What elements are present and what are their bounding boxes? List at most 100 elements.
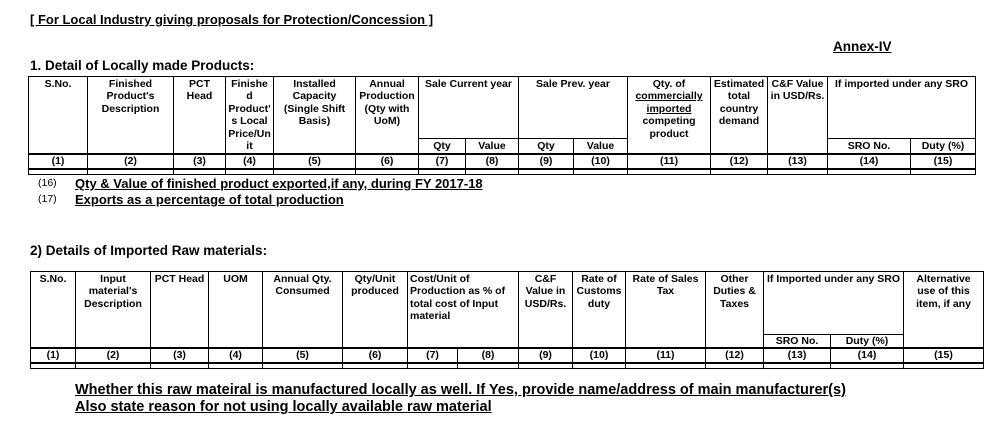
t1-blank-cell xyxy=(87,168,174,176)
t2-col-number: (10) xyxy=(572,347,626,364)
t1-blank-cell xyxy=(627,168,712,176)
t1-subheader-qty-prev: Qty xyxy=(518,137,574,155)
t1-blank-cell xyxy=(28,168,88,176)
t1-col-number: (10) xyxy=(572,153,629,170)
t1-col-number: (15) xyxy=(910,153,977,170)
t1-blank-cell xyxy=(710,168,769,176)
imported-raw-materials-table: S.No. Input material's Description PCT H… xyxy=(30,271,985,370)
t1-blank-cell xyxy=(572,168,629,176)
t2-header-pct-head: PCT Head xyxy=(150,271,209,349)
t1-blank-cell xyxy=(273,168,356,176)
t2-col-number: (8) xyxy=(457,347,519,364)
t2-col-number: (6) xyxy=(342,347,408,364)
t1-blank-cell xyxy=(827,168,912,176)
t1-header-sale-prev-year: Sale Prev. year xyxy=(517,76,629,139)
t2-blank-cell xyxy=(262,362,343,370)
t1-subheader-value-current: Value xyxy=(465,137,519,155)
t1-header-sro: If imported under any SRO xyxy=(827,76,977,139)
t2-blank-cell xyxy=(75,362,151,370)
t2-col-number: (15) xyxy=(903,347,985,364)
t2-blank-cell xyxy=(829,362,905,370)
t1-header-annual-production: Annual Production (Qty with UoM) xyxy=(355,76,419,155)
t1-header-country-demand: Estimated total country demand xyxy=(710,76,769,155)
note-16-number: (16) xyxy=(38,177,57,189)
t2-header-sro: If Imported under any SRO xyxy=(762,271,905,335)
t2-blank-cell xyxy=(572,362,626,370)
t1-col-number: (14) xyxy=(827,153,912,170)
t1-col-number: (4) xyxy=(225,153,274,170)
t2-col-number: (5) xyxy=(262,347,343,364)
t2-blank-cell xyxy=(342,362,408,370)
t1-header-qty-imported-line4: competing product xyxy=(642,115,696,140)
t1-header-cf-value: C&F Value in USD/Rs. xyxy=(767,76,829,155)
t2-blank-cell xyxy=(407,362,458,370)
t1-col-number: (7) xyxy=(418,153,466,170)
locally-made-products-table: S.No. Finished Product's Description PCT… xyxy=(28,76,977,176)
t2-blank-cell xyxy=(457,362,519,370)
t1-header-local-price: Finished Product's Local Price/Unit xyxy=(225,76,274,155)
t1-blank-cell xyxy=(173,168,226,176)
note-16-text: Qty & Value of finished product exported… xyxy=(75,176,483,191)
t1-header-pct-head: PCT Head xyxy=(173,76,226,155)
document-title: [ For Local Industry giving proposals fo… xyxy=(30,12,434,27)
section1-heading: 1. Detail of Locally made Products: xyxy=(30,58,255,73)
t1-col-number: (5) xyxy=(273,153,356,170)
t1-col-number: (9) xyxy=(518,153,574,170)
t1-subheader-duty: Duty (%) xyxy=(910,137,977,155)
t1-header-installed-capacity: Installed Capacity (Single Shift Basis) xyxy=(273,76,356,155)
t1-header-qty-imported-line3: imported xyxy=(646,102,692,115)
t2-col-number: (3) xyxy=(150,347,209,364)
section2-heading: 2) Details of Imported Raw materials: xyxy=(30,243,268,258)
t2-subheader-sro-no: SRO No. xyxy=(763,334,831,349)
t1-col-number: (13) xyxy=(767,153,829,170)
t1-header-description: Finished Product's Description xyxy=(87,76,174,155)
t1-header-sale-current-year: Sale Current year xyxy=(418,76,519,139)
t1-col-number: (1) xyxy=(28,153,88,170)
t2-col-number: (11) xyxy=(625,347,706,364)
t1-blank-cell xyxy=(355,168,419,176)
t2-col-number: (9) xyxy=(518,347,573,364)
t2-col-number: (13) xyxy=(763,347,831,364)
t1-blank-cell xyxy=(767,168,829,176)
t2-header-annual-qty-consumed: Annual Qty. Consumed xyxy=(262,271,343,349)
t1-blank-cell xyxy=(418,168,466,176)
t2-header-cf-value: C&F Value in USD/Rs. xyxy=(518,271,573,349)
t1-subheader-qty-current: Qty xyxy=(418,137,466,155)
note-17-text: Exports as a percentage of total product… xyxy=(75,192,344,207)
t1-subheader-sro-no: SRO No. xyxy=(827,137,912,155)
t2-blank-cell xyxy=(705,362,764,370)
t2-header-description: Input material's Description xyxy=(75,271,151,349)
t2-col-number: (12) xyxy=(705,347,764,364)
t1-header-qty-imported-line2: commercially xyxy=(635,90,703,103)
t2-blank-cell xyxy=(903,362,985,370)
footer-manufacturer-question: Whether this raw mateiral is manufacture… xyxy=(75,382,846,398)
t2-header-qty-unit-produced: Qty/Unit produced xyxy=(342,271,408,349)
t2-subheader-duty: Duty (%) xyxy=(829,334,905,349)
t2-blank-cell xyxy=(518,362,573,370)
t1-col-number: (11) xyxy=(627,153,712,170)
t1-blank-cell xyxy=(225,168,274,176)
annex-label: Annex-IV xyxy=(833,39,892,54)
t1-blank-cell xyxy=(518,168,574,176)
t2-blank-cell xyxy=(150,362,209,370)
t1-header-qty-imported-line1: Qty. of xyxy=(652,78,686,90)
t1-col-number: (3) xyxy=(173,153,226,170)
t1-col-number: (2) xyxy=(87,153,174,170)
t1-header-qty-imported: Qty. of commercially imported competing … xyxy=(627,76,712,155)
footer-reason-statement: Also state reason for not using locally … xyxy=(75,399,492,415)
t2-header-sno: S.No. xyxy=(30,271,76,349)
t1-col-number: (8) xyxy=(465,153,519,170)
t1-col-number: (12) xyxy=(710,153,769,170)
t1-blank-cell xyxy=(465,168,519,176)
t2-header-customs-duty: Rate of Customs duty xyxy=(572,271,626,349)
t2-blank-cell xyxy=(625,362,706,370)
t2-blank-cell xyxy=(763,362,831,370)
t2-header-cost-unit: Cost/Unit of Production as % of total co… xyxy=(407,271,519,349)
t2-header-uom: UOM xyxy=(208,271,263,349)
t2-header-sales-tax: Rate of Sales Tax xyxy=(625,271,706,349)
t1-subheader-value-prev: Value xyxy=(572,137,629,155)
t1-blank-cell xyxy=(910,168,977,176)
t1-col-number: (6) xyxy=(355,153,419,170)
t2-col-number: (1) xyxy=(30,347,76,364)
t2-col-number: (7) xyxy=(407,347,458,364)
